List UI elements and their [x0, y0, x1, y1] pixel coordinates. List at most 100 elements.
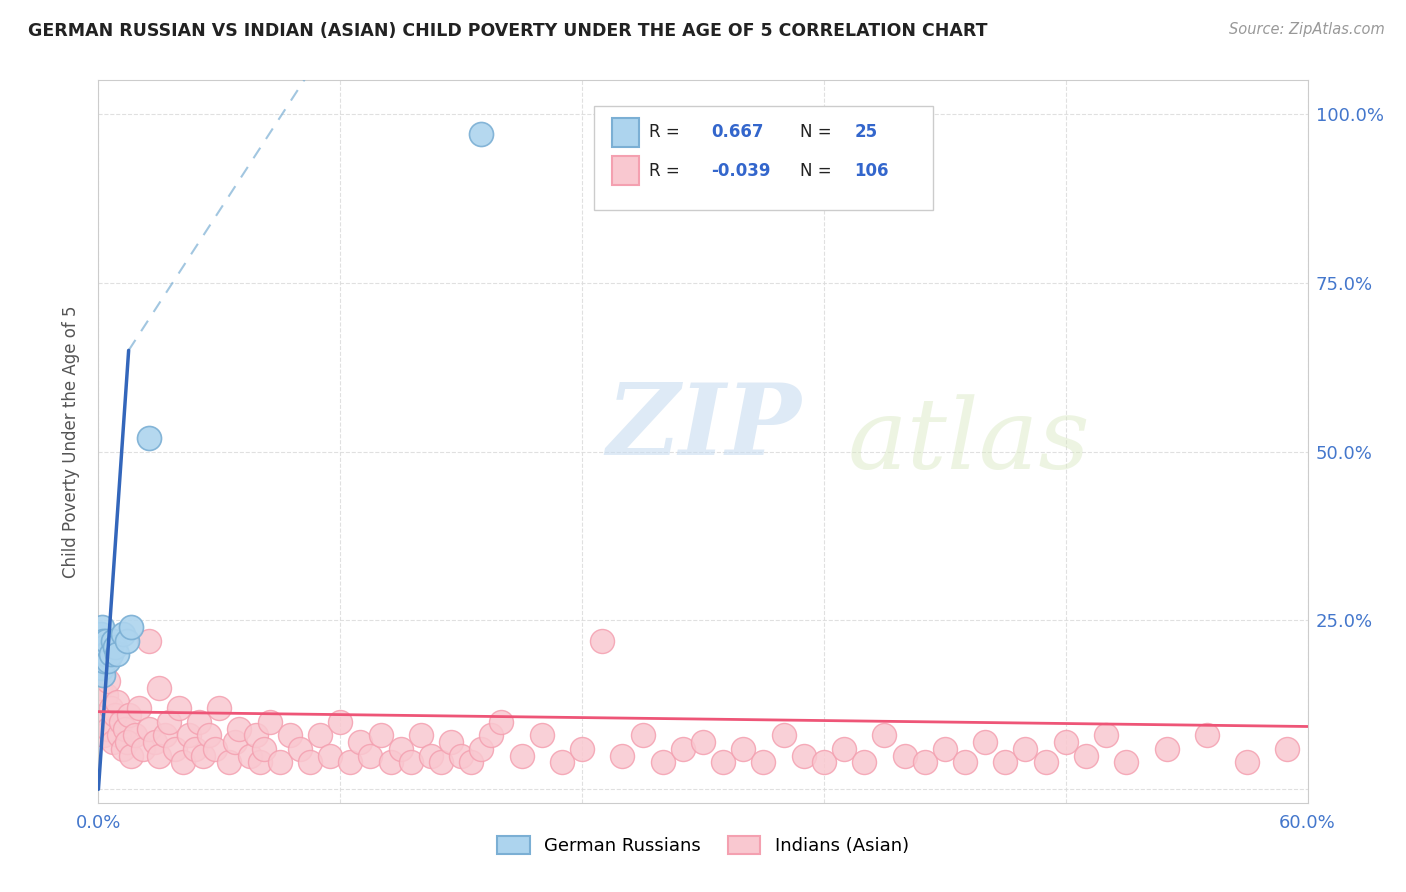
- Point: [1074, 748, 1097, 763]
- Point: [120, 748, 142, 763]
- Point: [672, 741, 695, 756]
- Point: [114, 722, 136, 736]
- Point: [111, 627, 134, 641]
- Point: [138, 722, 160, 736]
- Point: [278, 728, 301, 742]
- Point: [208, 701, 231, 715]
- Point: [128, 701, 150, 715]
- Point: [551, 756, 574, 770]
- Point: [103, 708, 125, 723]
- Point: [430, 756, 453, 770]
- Point: [470, 741, 492, 756]
- Point: [143, 735, 166, 749]
- Point: [953, 756, 976, 770]
- Point: [245, 728, 267, 742]
- Point: [96, 633, 118, 648]
- Point: [1115, 756, 1137, 770]
- Bar: [613, 118, 638, 147]
- Point: [91, 714, 114, 729]
- Point: [110, 714, 132, 729]
- Text: atlas: atlas: [848, 394, 1091, 489]
- Point: [188, 714, 211, 729]
- Point: [115, 633, 138, 648]
- Text: R =: R =: [648, 123, 685, 141]
- Point: [96, 647, 118, 661]
- Point: [420, 748, 443, 763]
- Point: [91, 633, 114, 648]
- Point: [370, 728, 392, 742]
- Point: [239, 748, 262, 763]
- Point: [460, 756, 482, 770]
- Point: [115, 735, 138, 749]
- Point: [91, 647, 114, 661]
- Point: [120, 620, 142, 634]
- Point: [105, 694, 128, 708]
- Point: [228, 722, 250, 736]
- Point: [772, 728, 794, 742]
- Point: [1277, 741, 1299, 756]
- Point: [167, 701, 190, 715]
- Point: [1095, 728, 1118, 742]
- Point: [96, 647, 118, 661]
- Point: [319, 748, 342, 763]
- Point: [510, 748, 533, 763]
- Point: [193, 748, 215, 763]
- Point: [1236, 756, 1258, 770]
- Point: [934, 741, 956, 756]
- Point: [218, 756, 240, 770]
- Point: [349, 735, 371, 749]
- Point: [470, 128, 492, 142]
- Point: [93, 661, 115, 675]
- Point: [1156, 741, 1178, 756]
- Point: [914, 756, 936, 770]
- Point: [93, 633, 115, 648]
- Point: [253, 741, 276, 756]
- Point: [440, 735, 463, 749]
- Point: [153, 728, 176, 742]
- Point: [259, 714, 281, 729]
- Point: [89, 633, 111, 648]
- Point: [873, 728, 896, 742]
- Point: [96, 688, 118, 702]
- Point: [97, 654, 120, 668]
- Point: [184, 741, 207, 756]
- Point: [711, 756, 734, 770]
- Point: [94, 647, 117, 661]
- Point: [752, 756, 775, 770]
- Point: [90, 640, 112, 655]
- Y-axis label: Child Poverty Under the Age of 5: Child Poverty Under the Age of 5: [62, 305, 80, 578]
- Point: [111, 741, 134, 756]
- Point: [491, 714, 513, 729]
- Point: [1014, 741, 1036, 756]
- Point: [994, 756, 1017, 770]
- Text: N =: N =: [800, 123, 837, 141]
- Point: [138, 431, 160, 445]
- Point: [89, 647, 111, 661]
- Point: [974, 735, 997, 749]
- Point: [93, 728, 115, 742]
- Point: [97, 722, 120, 736]
- Point: [93, 640, 115, 655]
- Point: [329, 714, 352, 729]
- Point: [409, 728, 432, 742]
- Text: ZIP: ZIP: [606, 379, 801, 475]
- Point: [360, 748, 382, 763]
- Point: [103, 640, 125, 655]
- Point: [853, 756, 876, 770]
- Point: [89, 654, 111, 668]
- Point: [101, 735, 124, 749]
- Text: GERMAN RUSSIAN VS INDIAN (ASIAN) CHILD POVERTY UNDER THE AGE OF 5 CORRELATION CH: GERMAN RUSSIAN VS INDIAN (ASIAN) CHILD P…: [28, 22, 987, 40]
- Point: [813, 756, 835, 770]
- Point: [651, 756, 673, 770]
- Point: [733, 741, 755, 756]
- Point: [138, 633, 160, 648]
- Point: [89, 681, 111, 695]
- Text: N =: N =: [800, 161, 837, 179]
- Text: -0.039: -0.039: [711, 161, 770, 179]
- Point: [309, 728, 332, 742]
- Point: [90, 627, 112, 641]
- Point: [1035, 756, 1057, 770]
- Point: [339, 756, 361, 770]
- Text: 106: 106: [855, 161, 889, 179]
- Point: [481, 728, 503, 742]
